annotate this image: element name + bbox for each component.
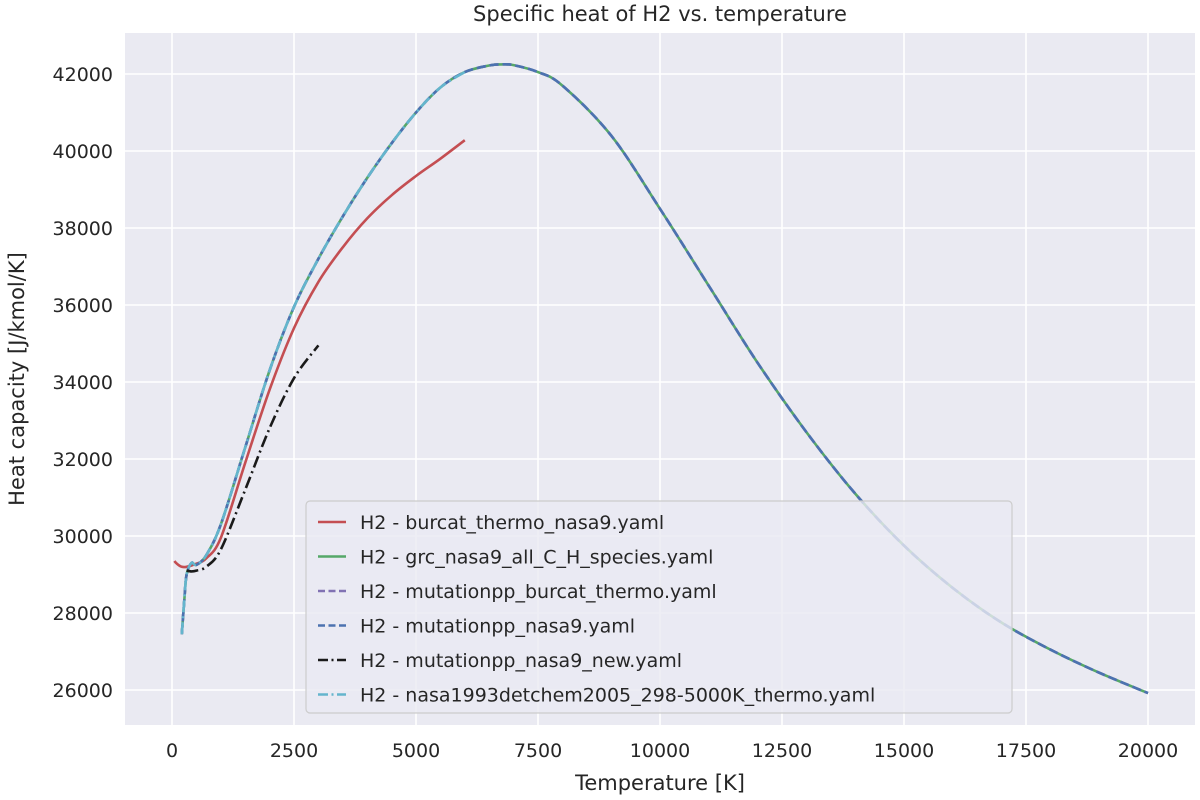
legend-item: H2 - mutationpp_nasa9_new.yaml bbox=[318, 650, 682, 672]
y-tick-label: 38000 bbox=[53, 218, 113, 240]
legend-label: H2 - mutationpp_burcat_thermo.yaml bbox=[360, 581, 717, 603]
x-axis-ticks: 0 2500 5000 7500 10000 12500 15000 17500 20000 bbox=[166, 740, 1178, 762]
y-tick-label: 30000 bbox=[53, 526, 113, 548]
x-tick-label: 20000 bbox=[1118, 740, 1178, 762]
legend-item: H2 - nasa1993detchem2005_298-5000K_therm… bbox=[318, 685, 875, 707]
legend: H2 - burcat_thermo_nasa9.yaml H2 - grc_na… bbox=[305, 500, 1013, 714]
x-tick-label: 15000 bbox=[874, 740, 934, 762]
x-tick-label: 5000 bbox=[392, 740, 440, 762]
x-tick-label: 17500 bbox=[996, 740, 1056, 762]
legend-label: H2 - grc_nasa9_all_C_H_species.yaml bbox=[360, 547, 713, 569]
x-tick-label: 2500 bbox=[270, 740, 318, 762]
chart-title: Specific heat of H2 vs. temperature bbox=[473, 2, 847, 26]
y-tick-label: 36000 bbox=[53, 295, 113, 317]
y-tick-label: 26000 bbox=[53, 680, 113, 702]
legend-label: H2 - mutationpp_nasa9.yaml bbox=[360, 616, 635, 638]
series-line-mutationpp-nasa9-new bbox=[186, 344, 320, 573]
x-tick-label: 7500 bbox=[514, 740, 562, 762]
legend-item: H2 - mutationpp_burcat_thermo.yaml bbox=[318, 581, 717, 603]
series-layer bbox=[173, 62, 1149, 695]
legend-item: H2 - burcat_thermo_nasa9.yaml bbox=[318, 512, 664, 534]
y-axis-label: Heat capacity [J/kmol/K] bbox=[5, 252, 29, 506]
x-tick-label: 0 bbox=[166, 740, 178, 762]
y-tick-label: 28000 bbox=[53, 603, 113, 625]
legend-item: H2 - mutationpp_nasa9.yaml bbox=[318, 616, 635, 638]
legend-item: H2 - grc_nasa9_all_C_H_species.yaml bbox=[318, 547, 713, 569]
x-tick-label: 10000 bbox=[630, 740, 690, 762]
legend-label: H2 - burcat_thermo_nasa9.yaml bbox=[360, 512, 664, 534]
y-tick-label: 32000 bbox=[53, 449, 113, 471]
y-tick-label: 34000 bbox=[53, 372, 113, 394]
series-line-burcat-thermo-nasa9 bbox=[173, 139, 466, 569]
x-tick-label: 12500 bbox=[752, 740, 812, 762]
legend-label: H2 - nasa1993detchem2005_298-5000K_therm… bbox=[360, 685, 875, 707]
series-line-nasa1993detchem2005-298-5000k-thermo bbox=[180, 70, 466, 635]
y-tick-label: 40000 bbox=[53, 141, 113, 163]
y-axis-ticks: 26000 28000 30000 32000 34000 36000 38000 40000… bbox=[53, 64, 113, 702]
legend-box bbox=[305, 500, 1013, 714]
x-axis-label: Temperature [K] bbox=[574, 771, 745, 795]
y-tick-label: 42000 bbox=[53, 64, 113, 86]
legend-label: H2 - mutationpp_nasa9_new.yaml bbox=[360, 650, 682, 672]
